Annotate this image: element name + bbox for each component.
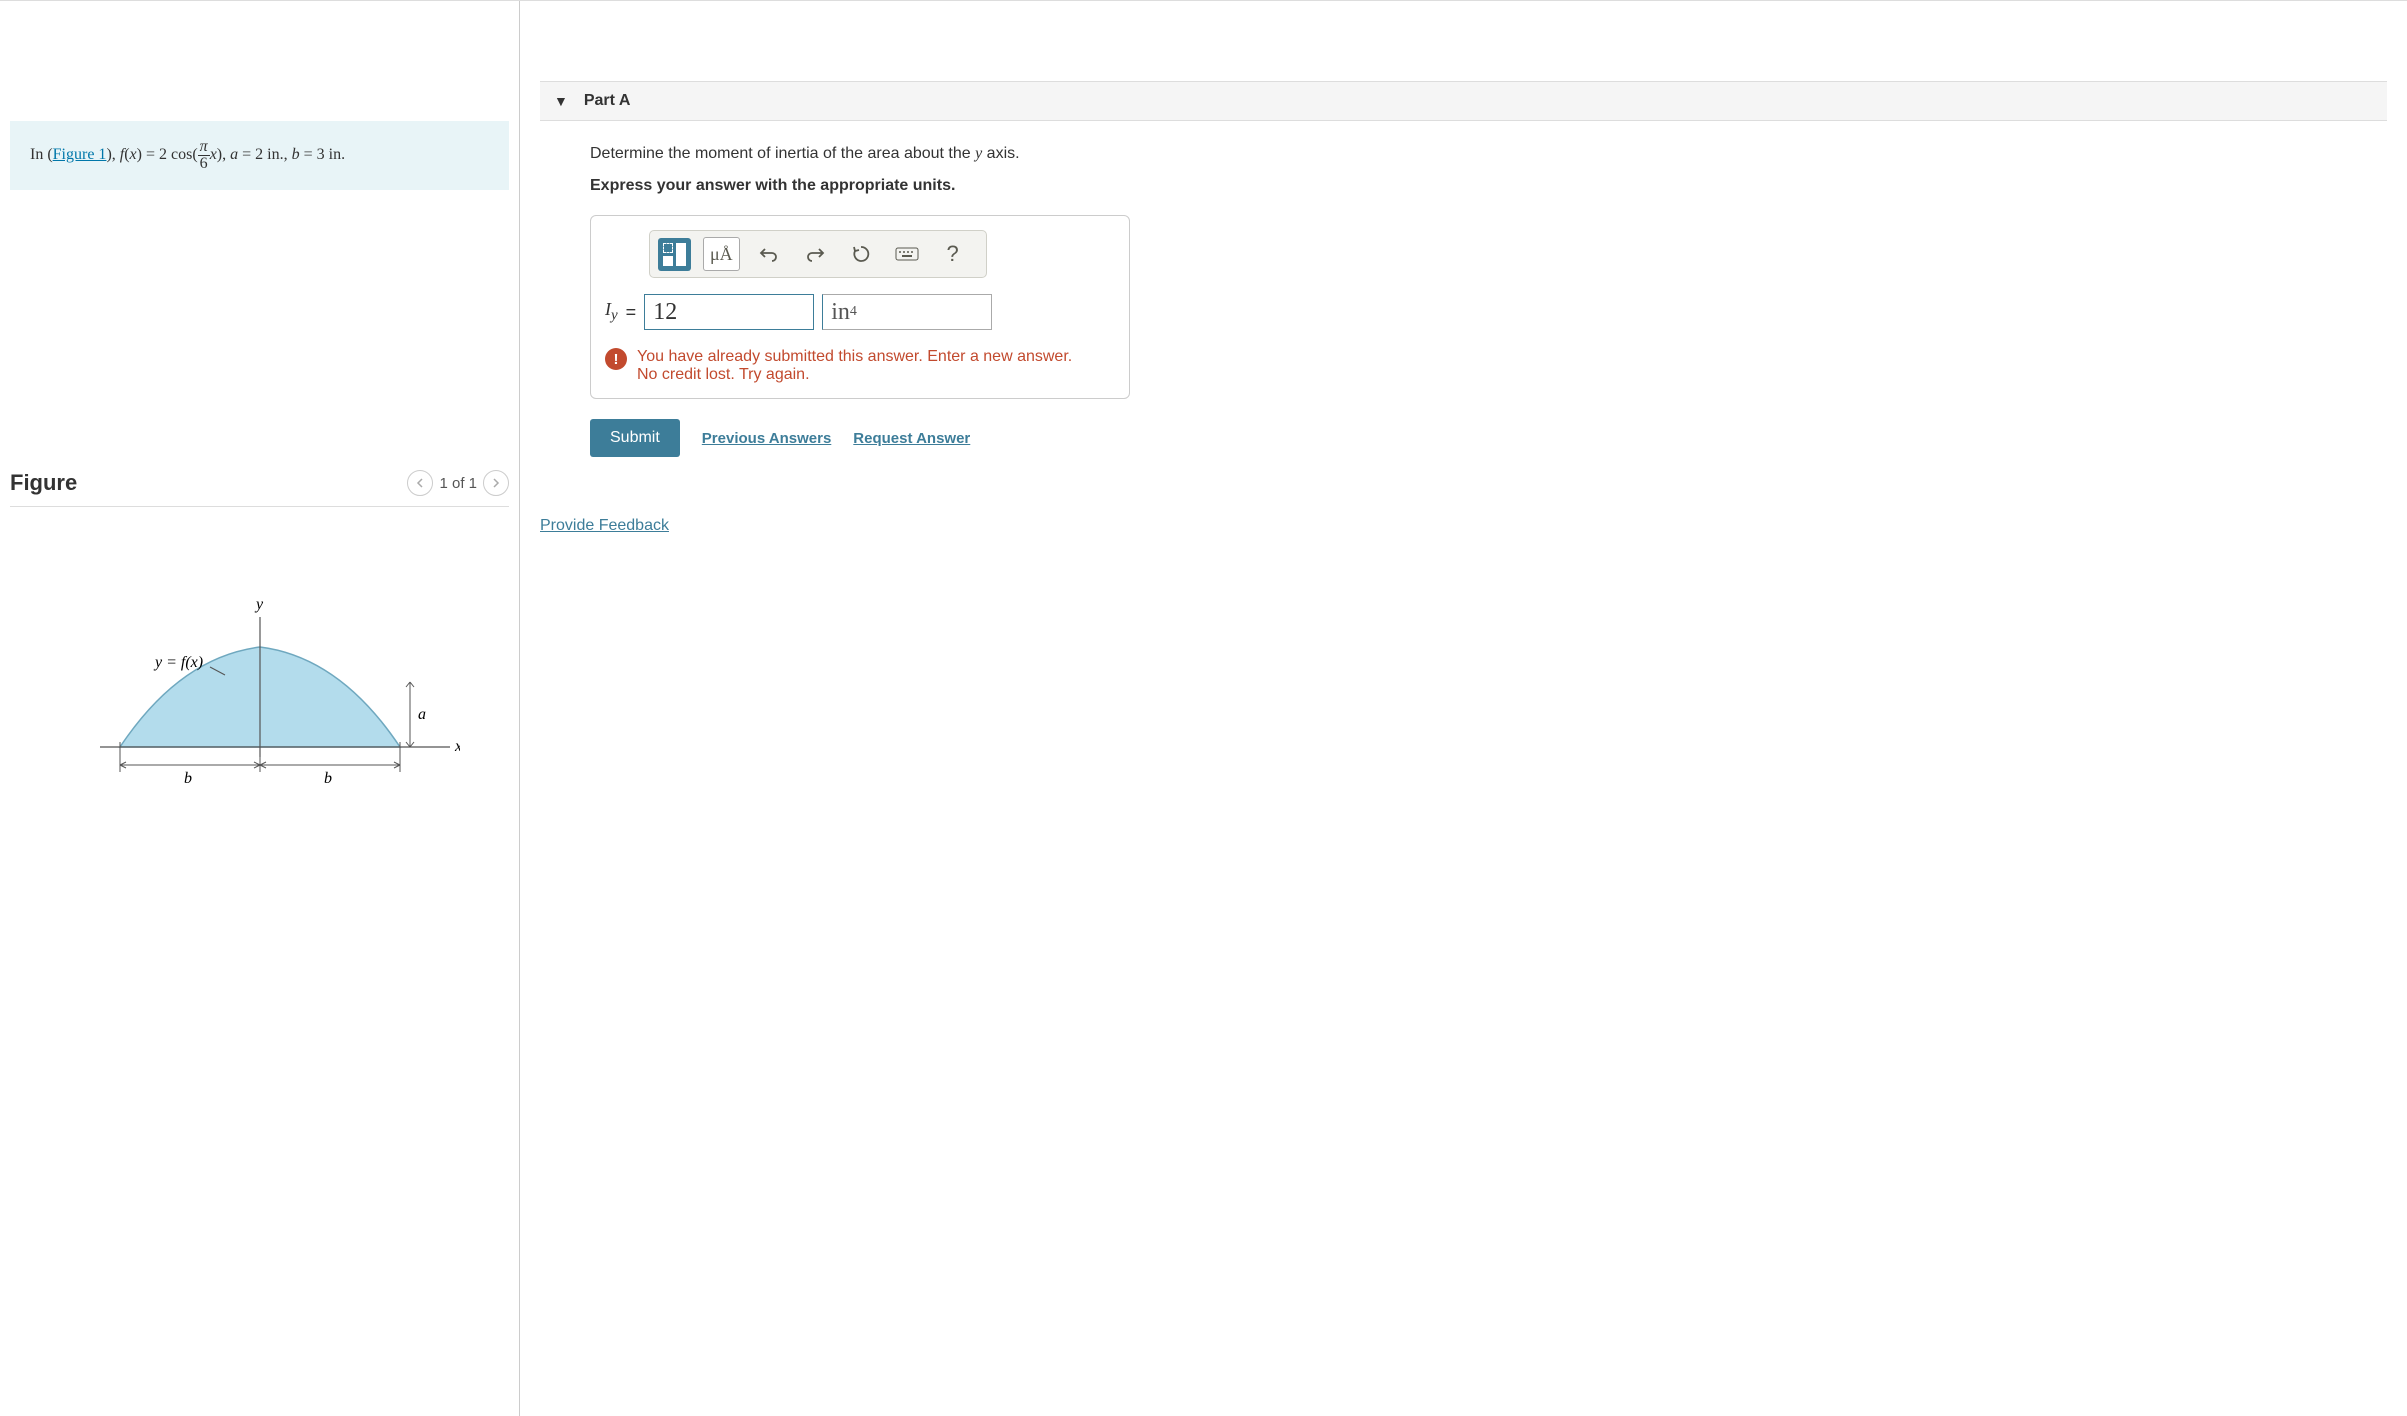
answer-box: μÅ ? Iy	[590, 215, 1130, 399]
submit-button[interactable]: Submit	[590, 419, 680, 457]
svg-text:b: b	[324, 770, 332, 787]
svg-text:y: y	[254, 596, 264, 613]
svg-text:y = f(x): y = f(x)	[153, 654, 203, 671]
question-text: Determine the moment of inertia of the a…	[590, 145, 2337, 163]
previous-answers-link[interactable]: Previous Answers	[702, 430, 832, 447]
part-header[interactable]: ▼ Part A	[540, 81, 2387, 121]
svg-text:x: x	[454, 738, 460, 755]
help-button[interactable]: ?	[936, 237, 970, 271]
figure-pager: 1 of 1	[407, 470, 509, 496]
provide-feedback-link[interactable]: Provide Feedback	[540, 517, 669, 534]
figure-page-label: 1 of 1	[439, 475, 477, 492]
value-input[interactable]	[644, 294, 814, 330]
answer-toolbar: μÅ ?	[649, 230, 987, 278]
keyboard-button[interactable]	[890, 237, 924, 271]
part-title: Part A	[584, 92, 631, 110]
figure-link[interactable]: Figure 1	[53, 146, 107, 163]
instruction-text: Express your answer with the appropriate…	[590, 177, 2337, 195]
feedback-line1: You have already submitted this answer. …	[637, 348, 1072, 366]
collapse-icon: ▼	[554, 93, 568, 109]
redo-button[interactable]	[798, 237, 832, 271]
figure-next-button[interactable]	[483, 470, 509, 496]
request-answer-link[interactable]: Request Answer	[853, 430, 970, 447]
svg-text:a: a	[418, 706, 426, 723]
feedback-line2: No credit lost. Try again.	[637, 366, 1072, 384]
problem-rest: ), f(x) = 2 cos(π6x), a = 2 in., b = 3 i…	[106, 146, 345, 163]
unit-input[interactable]: in4	[822, 294, 992, 330]
figure-prev-button[interactable]	[407, 470, 433, 496]
warning-icon: !	[605, 348, 627, 370]
figure-diagram: x y y = f(x) a	[10, 587, 509, 807]
reset-button[interactable]	[844, 237, 878, 271]
undo-button[interactable]	[752, 237, 786, 271]
variable-label: Iy	[605, 299, 618, 325]
problem-prefix: In (	[30, 146, 53, 163]
templates-button[interactable]	[658, 237, 691, 271]
equals-sign: =	[626, 302, 637, 323]
figure-title: Figure	[10, 470, 77, 496]
svg-text:b: b	[184, 770, 192, 787]
units-button[interactable]: μÅ	[703, 237, 740, 271]
feedback-message: ! You have already submitted this answer…	[605, 348, 1115, 384]
problem-statement: In (Figure 1), f(x) = 2 cos(π6x), a = 2 …	[10, 121, 509, 190]
